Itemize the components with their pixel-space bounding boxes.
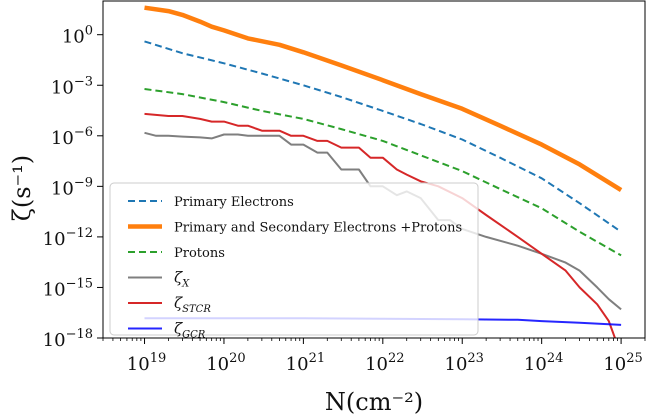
legend-label-zeta-gcr: ζGCR (174, 320, 206, 341)
y-tick-label: 10−9 (51, 175, 93, 199)
legend-label-zeta-x: ζX (174, 269, 190, 290)
series-line-zeta-stcr (144, 112, 617, 338)
series-line-primary-and-secondary-electrons-protons (144, 5, 623, 193)
x-axis-title: N(cm⁻²) (325, 388, 423, 416)
series-line-protons (144, 88, 622, 257)
series-line-primary-electrons (144, 40, 622, 233)
legend-label-primary-and-secondary-electrons-protons: Primary and Secondary Electrons +Protons (174, 221, 462, 236)
legend-label-protons: Protons (174, 246, 225, 261)
plot-frame (102, 0, 646, 339)
y-axis-title: ζ(s⁻¹) (8, 155, 36, 221)
legend: Primary Electrons Primary and Secondary E… (109, 182, 479, 341)
legend-label-primary-electrons: Primary Electrons (174, 195, 294, 210)
legend-box (109, 182, 479, 336)
series-line-zeta-x (144, 131, 622, 311)
legend-label-zeta-stcr: ζSTCR (174, 294, 211, 315)
